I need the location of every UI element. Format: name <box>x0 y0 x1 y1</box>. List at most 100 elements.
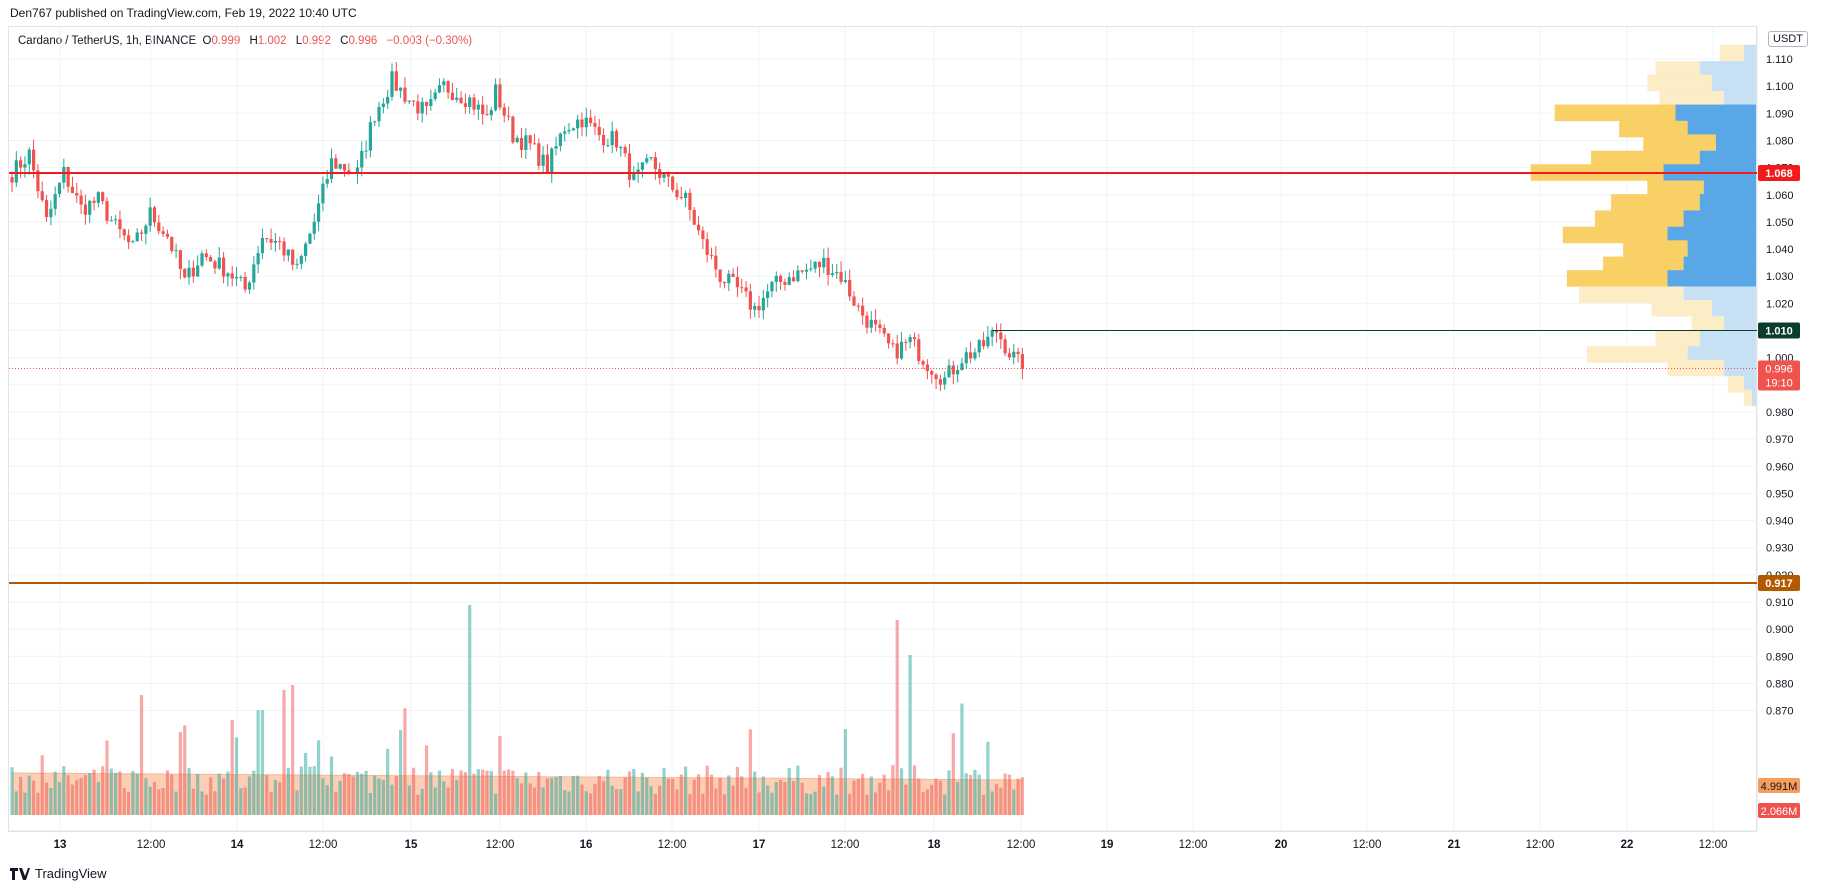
candle-body <box>14 160 18 183</box>
candle-body <box>994 330 999 333</box>
candle-body <box>964 352 968 364</box>
volume-bar <box>442 781 446 815</box>
volume-bar <box>217 773 221 815</box>
volume-bar <box>316 740 321 815</box>
volume-bar <box>299 766 303 815</box>
candle-body <box>524 135 528 150</box>
candle-body <box>312 221 316 234</box>
volume-bar <box>563 790 567 815</box>
candle-body <box>580 119 584 128</box>
candle-body <box>502 107 506 116</box>
candle-body <box>861 305 865 316</box>
currency-unit-button[interactable]: USDT <box>1768 31 1808 47</box>
volume-bar <box>580 784 584 815</box>
volume-bar <box>70 784 75 815</box>
volume-bar <box>373 775 377 815</box>
candle-body <box>485 114 489 116</box>
candle-body <box>178 250 183 270</box>
close-label: C <box>340 35 349 47</box>
volume-bar <box>925 789 930 815</box>
candle-body <box>161 231 165 234</box>
volume-bar <box>545 778 550 815</box>
volume-bar <box>243 787 247 815</box>
candle-body <box>930 371 934 375</box>
volume-bar <box>468 605 472 815</box>
volume-bar <box>714 788 718 815</box>
volume-bar <box>256 710 260 815</box>
candle-body <box>139 232 144 234</box>
candle-body <box>817 261 822 268</box>
chart-legend: Cardano / TetherUS, 1h, BINANCE O0.999 H… <box>18 35 478 47</box>
x-tick-label: 12:00 <box>309 839 338 851</box>
level-price-label: 0.917 <box>1765 578 1793 590</box>
candle-body <box>269 238 273 243</box>
volume-bar <box>191 788 195 815</box>
candle-body <box>265 238 269 240</box>
y-tick-label: 1.050 <box>1766 217 1794 229</box>
y-tick-label: 0.930 <box>1766 543 1794 555</box>
volume-bar <box>658 785 662 815</box>
candle-body <box>23 164 27 168</box>
volume-bar <box>209 777 213 815</box>
volume-bar <box>886 790 891 815</box>
candle-body <box>943 377 947 385</box>
volume-bar <box>705 765 709 815</box>
volume-bar <box>645 777 649 815</box>
volume-bar <box>446 787 450 815</box>
candle-body <box>589 117 593 124</box>
volume-profile-up <box>1595 210 1684 227</box>
candle-body <box>355 167 360 174</box>
volume-bar <box>874 792 878 815</box>
volume-bar <box>809 794 813 815</box>
symbol-label[interactable]: Cardano / TetherUS, 1h, BINANCE <box>18 35 197 47</box>
candle-body <box>653 157 657 170</box>
volume-bar <box>23 792 27 815</box>
candle-body <box>390 71 394 97</box>
volume-bar <box>904 784 908 815</box>
level-price-tag <box>1758 322 1800 339</box>
volume-profile-down <box>1723 90 1756 108</box>
volume-bar <box>273 779 277 815</box>
candle-body <box>27 149 31 165</box>
candle-body <box>774 275 778 282</box>
volume-bar <box>295 790 299 815</box>
candle-body <box>75 193 79 196</box>
candle-body <box>813 261 817 269</box>
volume-bar <box>684 766 688 815</box>
volume-bar <box>355 771 360 815</box>
candle-body <box>796 270 800 282</box>
volume-bar <box>498 736 502 815</box>
candle-body <box>835 272 839 274</box>
candle-body <box>101 192 105 202</box>
volume-bar <box>753 771 757 815</box>
candle-body <box>481 104 485 115</box>
volume-bar <box>960 703 964 815</box>
x-tick-label: 12:00 <box>1179 839 1208 851</box>
candle-body <box>597 126 601 136</box>
candle-body <box>744 287 748 292</box>
candle-body <box>437 85 442 93</box>
volume-bar <box>554 776 558 815</box>
candle-body <box>472 97 476 110</box>
candle-body <box>934 374 938 380</box>
volume-profile-down <box>1703 180 1756 198</box>
low-value: 0.992 <box>302 35 331 47</box>
volume-bar <box>550 777 554 815</box>
candle-body <box>511 116 515 143</box>
volume-profile-up <box>1647 180 1704 198</box>
volume-ma-tag <box>1758 778 1800 793</box>
candle-body <box>977 340 981 353</box>
volume-bar <box>537 771 541 815</box>
volume-profile-down <box>1687 120 1756 138</box>
volume-bar <box>813 791 817 815</box>
volume-bar <box>114 772 118 815</box>
candle-body <box>299 255 303 264</box>
volume-bar <box>226 771 230 815</box>
volume-bar <box>403 708 407 815</box>
candle-body <box>839 272 843 282</box>
candle-body <box>126 235 131 243</box>
volume-profile-down <box>1699 150 1756 168</box>
candle-body <box>675 189 679 198</box>
candle-body <box>455 97 459 100</box>
